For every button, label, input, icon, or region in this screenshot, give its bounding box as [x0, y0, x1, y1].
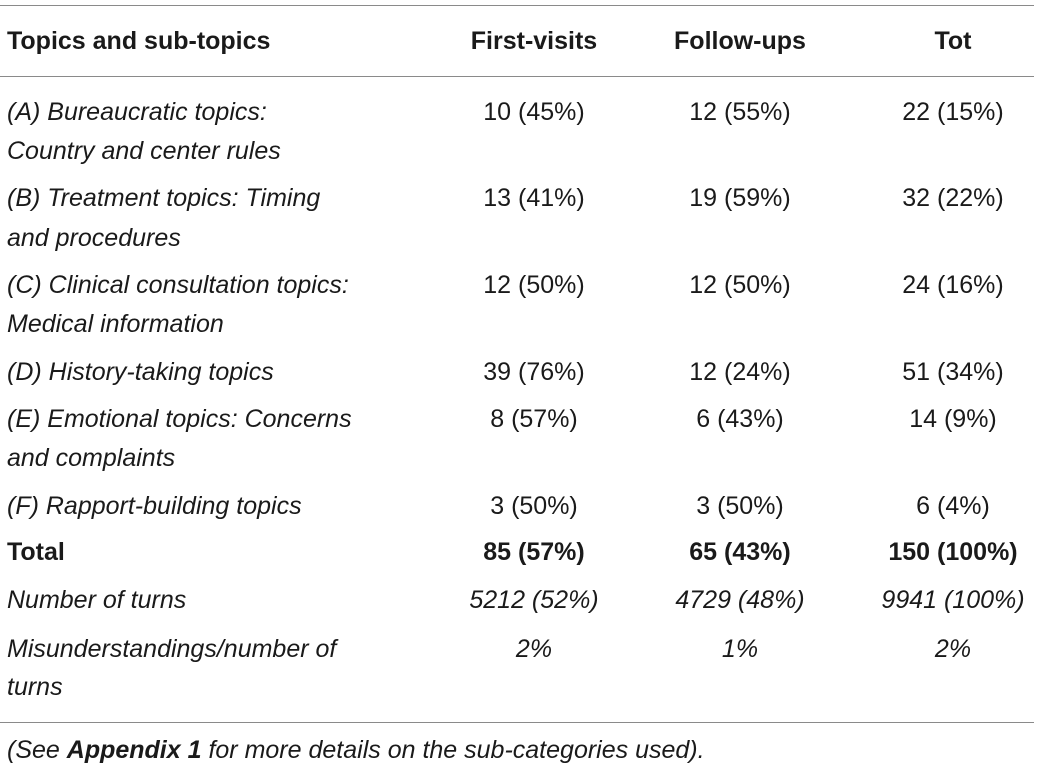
table-header-rule [0, 76, 1034, 77]
table-footnote: (See Appendix 1 for more details on the … [7, 731, 705, 769]
tot-total: 150 (100%) [888, 538, 1018, 566]
row-label-line1: (E) Emotional topics: Concerns [7, 405, 352, 433]
tot-cell: 14 (9%) [909, 405, 997, 433]
table-bottom-rule [0, 722, 1034, 723]
follow-ups-cell: 6 (43%) [696, 405, 784, 433]
follow-ups-misunderstandings: 1% [721, 635, 759, 663]
footnote-suffix: for more details on the sub-categories u… [201, 736, 705, 764]
misunderstandings-label-line1: Misunderstandings/number of [7, 635, 337, 663]
row-label-line1: (F) Rapport-building topics [7, 492, 302, 520]
follow-ups-total: 65 (43%) [689, 538, 791, 566]
row-label-line2: and procedures [7, 224, 181, 252]
first-visits-cell: 3 (50%) [490, 492, 578, 520]
follow-ups-cell: 12 (50%) [689, 271, 791, 299]
tot-turns: 9941 (100%) [881, 586, 1025, 614]
follow-ups-turns: 4729 (48%) [675, 586, 805, 614]
follow-ups-cell: 12 (24%) [689, 358, 791, 386]
appendix-link[interactable]: Appendix 1 [66, 736, 202, 764]
table-top-rule [0, 5, 1034, 6]
header-tot: Tot [934, 27, 972, 55]
first-visits-cell: 10 (45%) [483, 98, 585, 126]
first-visits-cell: 12 (50%) [483, 271, 585, 299]
tot-misunderstandings: 2% [934, 635, 972, 663]
first-visits-cell: 39 (76%) [483, 358, 585, 386]
tot-cell: 51 (34%) [902, 358, 1004, 386]
first-visits-cell: 8 (57%) [490, 405, 578, 433]
follow-ups-cell: 3 (50%) [696, 492, 784, 520]
footnote-prefix: (See [7, 736, 67, 764]
first-visits-cell: 13 (41%) [483, 184, 585, 212]
follow-ups-cell: 19 (59%) [689, 184, 791, 212]
header-topics: Topics and sub-topics [7, 27, 271, 55]
header-first-visits: First-visits [470, 27, 598, 55]
row-label-line2: Country and center rules [7, 137, 281, 165]
row-label-line2: Medical information [7, 310, 224, 338]
tot-cell: 32 (22%) [902, 184, 1004, 212]
tot-cell: 24 (16%) [902, 271, 1004, 299]
row-label-line1: (B) Treatment topics: Timing [7, 184, 321, 212]
turns-label: Number of turns [7, 586, 187, 614]
total-label: Total [7, 538, 65, 566]
misunderstandings-label-line2: turns [7, 673, 63, 701]
first-visits-total: 85 (57%) [483, 538, 585, 566]
row-label-line1: (A) Bureaucratic topics: [7, 98, 267, 126]
row-label-line1: (D) History-taking topics [7, 358, 274, 386]
first-visits-misunderstandings: 2% [515, 635, 553, 663]
first-visits-turns: 5212 (52%) [469, 586, 599, 614]
tot-cell: 6 (4%) [916, 492, 990, 520]
header-follow-ups: Follow-ups [674, 27, 806, 55]
tot-cell: 22 (15%) [902, 98, 1004, 126]
row-label-line2: and complaints [7, 444, 176, 472]
follow-ups-cell: 12 (55%) [689, 98, 791, 126]
row-label-line1: (C) Clinical consultation topics: [7, 271, 349, 299]
